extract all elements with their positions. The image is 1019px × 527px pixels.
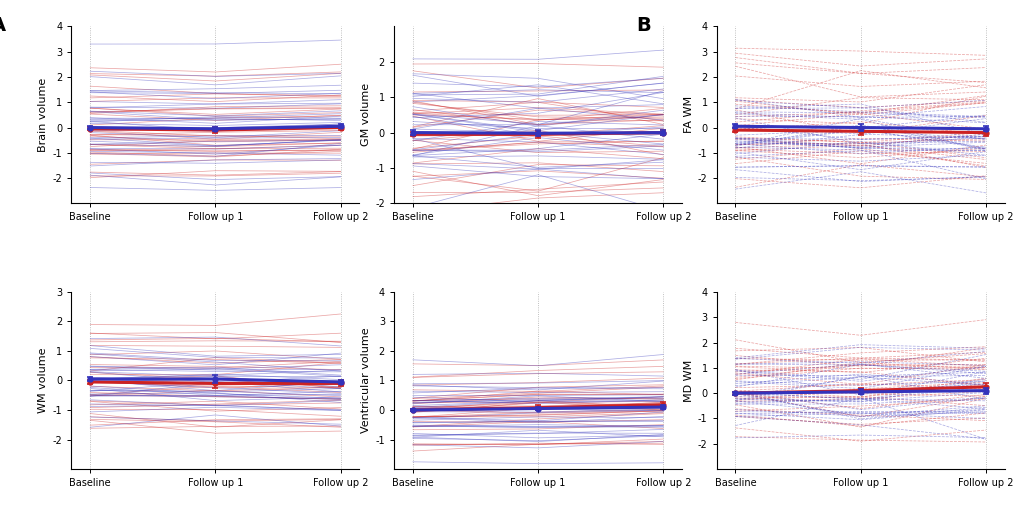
- Y-axis label: GM volume: GM volume: [361, 83, 371, 147]
- Text: A: A: [0, 16, 6, 35]
- Y-axis label: WM volume: WM volume: [39, 348, 49, 413]
- Y-axis label: MD WM: MD WM: [683, 359, 693, 402]
- Y-axis label: Ventricular volume: Ventricular volume: [361, 328, 371, 433]
- Y-axis label: Brain volume: Brain volume: [39, 78, 49, 152]
- Y-axis label: FA WM: FA WM: [683, 96, 693, 133]
- Text: B: B: [636, 16, 650, 35]
